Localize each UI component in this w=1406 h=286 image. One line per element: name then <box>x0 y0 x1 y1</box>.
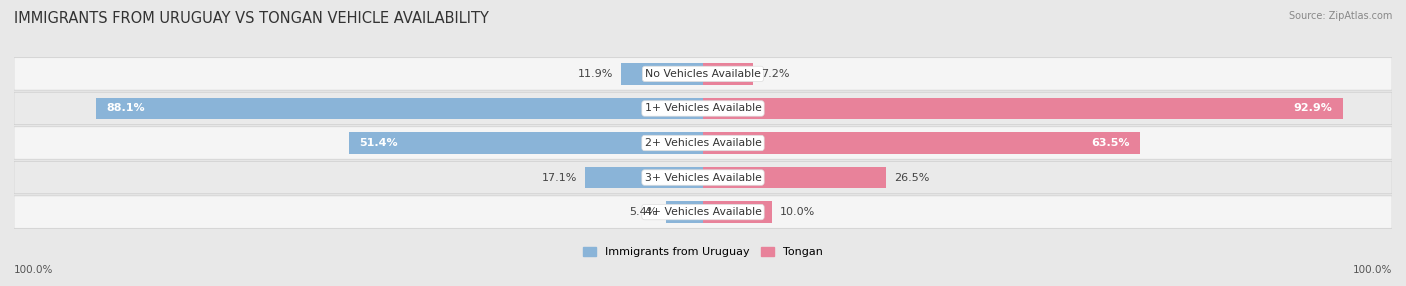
Bar <box>703 98 1343 119</box>
Bar <box>703 132 1140 154</box>
Text: 3+ Vehicles Available: 3+ Vehicles Available <box>644 172 762 182</box>
Text: 100.0%: 100.0% <box>1353 265 1392 275</box>
Text: Source: ZipAtlas.com: Source: ZipAtlas.com <box>1288 11 1392 21</box>
FancyBboxPatch shape <box>14 127 1392 159</box>
Legend: Immigrants from Uruguay, Tongan: Immigrants from Uruguay, Tongan <box>578 243 828 262</box>
FancyBboxPatch shape <box>14 161 1392 194</box>
FancyBboxPatch shape <box>14 92 1392 125</box>
Bar <box>96 98 703 119</box>
Text: 5.4%: 5.4% <box>628 207 658 217</box>
Text: IMMIGRANTS FROM URUGUAY VS TONGAN VEHICLE AVAILABILITY: IMMIGRANTS FROM URUGUAY VS TONGAN VEHICL… <box>14 11 489 26</box>
Text: 10.0%: 10.0% <box>780 207 815 217</box>
Text: 7.2%: 7.2% <box>761 69 789 79</box>
Bar <box>585 167 703 188</box>
Text: 92.9%: 92.9% <box>1294 104 1333 114</box>
Bar <box>703 201 772 223</box>
Bar <box>349 132 703 154</box>
Text: No Vehicles Available: No Vehicles Available <box>645 69 761 79</box>
Text: 51.4%: 51.4% <box>359 138 398 148</box>
Text: 2+ Vehicles Available: 2+ Vehicles Available <box>644 138 762 148</box>
Bar <box>666 201 703 223</box>
Bar <box>703 167 886 188</box>
Bar <box>703 63 752 85</box>
FancyBboxPatch shape <box>14 58 1392 90</box>
Bar <box>621 63 703 85</box>
Text: 4+ Vehicles Available: 4+ Vehicles Available <box>644 207 762 217</box>
Text: 1+ Vehicles Available: 1+ Vehicles Available <box>644 104 762 114</box>
Text: 63.5%: 63.5% <box>1091 138 1130 148</box>
FancyBboxPatch shape <box>14 196 1392 228</box>
Text: 11.9%: 11.9% <box>578 69 613 79</box>
Text: 88.1%: 88.1% <box>107 104 145 114</box>
Text: 17.1%: 17.1% <box>541 172 576 182</box>
Text: 100.0%: 100.0% <box>14 265 53 275</box>
Text: 26.5%: 26.5% <box>894 172 929 182</box>
